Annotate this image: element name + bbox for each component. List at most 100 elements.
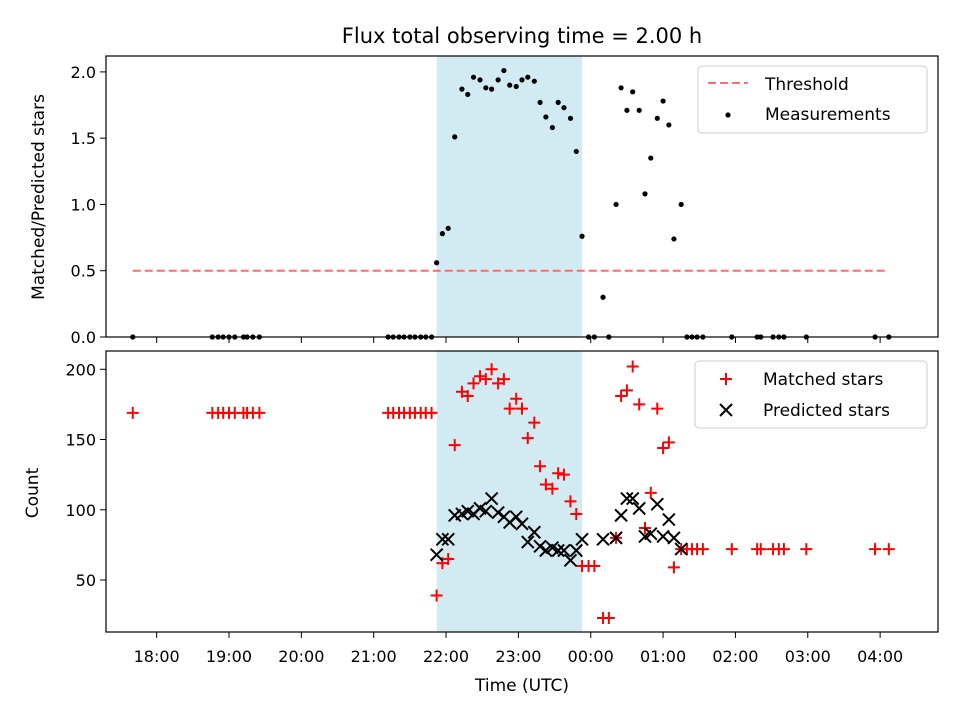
measurement-point — [573, 148, 579, 155]
bottom-legend: Matched stars Predicted stars — [694, 360, 928, 429]
matched-star-point — [725, 543, 738, 556]
matched-star-point — [448, 439, 461, 452]
measurement-point — [537, 99, 543, 105]
matched-star-point — [633, 398, 646, 411]
matched-star-point — [534, 460, 547, 473]
bottom-ytick-label: 200 — [65, 360, 96, 379]
bottom-xtick-label: 21:00 — [351, 647, 397, 666]
predicted-star-point — [656, 529, 670, 544]
top-panel: 0.00.51.01.52.0 Matched/Predicted stars … — [29, 55, 939, 347]
matched-star-point — [461, 389, 474, 402]
matched-star-point — [479, 373, 492, 386]
bottom-legend-frame — [694, 360, 928, 429]
matched-star-point — [657, 441, 670, 454]
bottom-ylabel: Count — [23, 467, 43, 518]
predicted-star-point — [479, 504, 493, 518]
matched-star-point — [620, 384, 633, 397]
matched-star-point — [882, 543, 895, 556]
top-ytick-label: 1.0 — [71, 195, 96, 214]
measurement-point — [613, 201, 619, 208]
matched-star-point — [485, 363, 498, 376]
bottom-panel: 50 100 150 200 18:00 19:00 20:00 21:00 22:00 23:… — [23, 350, 939, 696]
predicted-star-point — [596, 532, 610, 546]
matched-star-point — [528, 416, 541, 429]
measurement-point — [531, 78, 537, 84]
top-axes-frame — [105, 55, 939, 338]
measurement-point — [439, 231, 446, 237]
bottom-xtick-label: 01:00 — [640, 647, 686, 666]
measurement-point — [654, 115, 660, 121]
matched-star-point — [615, 389, 628, 402]
measurement-point — [459, 86, 465, 92]
predicted-star-point — [563, 553, 578, 568]
bottom-axes-frame — [105, 350, 939, 633]
predicted-star-point — [674, 542, 688, 556]
matched-star-point — [253, 406, 266, 419]
bottom-xtick-label: 00:00 — [568, 647, 614, 666]
measurement-point — [678, 201, 684, 208]
matched-star-point — [626, 360, 639, 373]
figure-title: Flux total observing time = 2.00 h — [342, 24, 702, 48]
matched-star-point — [497, 373, 510, 386]
matched-star-point — [602, 611, 615, 624]
matched-star-point — [552, 467, 565, 480]
predicted-star-point — [429, 548, 444, 562]
measurement-point — [470, 74, 477, 80]
bottom-ytick-label: 150 — [65, 431, 96, 450]
bottom-xtick-label: 03:00 — [785, 647, 831, 666]
measurement-point — [600, 294, 606, 300]
predicted-star-point — [575, 532, 589, 546]
matched-star-point — [467, 377, 480, 390]
measurement-point — [483, 85, 489, 91]
measurement-point — [549, 124, 555, 131]
top-ytick-label: 0.5 — [71, 262, 96, 281]
predicted-star-point — [484, 491, 499, 506]
legend-matched-swatch — [720, 373, 732, 385]
measurement-point — [452, 134, 458, 140]
measurement-point — [618, 85, 624, 91]
measurement-point — [561, 105, 567, 111]
matched-star-point — [516, 402, 528, 415]
predicted-star-point — [533, 539, 547, 554]
measurement-point — [648, 155, 654, 161]
matched-star-point — [503, 402, 516, 415]
legend-measurements-label: Measurements — [765, 105, 891, 125]
predicted-star-point — [521, 535, 535, 549]
bottom-xtick-label: 20:00 — [278, 647, 324, 666]
matched-star-point — [430, 589, 443, 602]
matched-star-point — [644, 486, 657, 499]
bottom-xtick-label: 18:00 — [134, 647, 180, 666]
matched-star-point — [777, 543, 790, 556]
top-ytick-label: 0.0 — [71, 328, 96, 347]
predicted-star-point — [515, 517, 529, 531]
top-ytick-label: 2.0 — [71, 63, 96, 82]
top-shaded-region — [436, 56, 583, 337]
predicted-star-point — [569, 543, 583, 558]
measurement-point — [636, 107, 642, 113]
bottom-xtick-label: 22:00 — [423, 647, 469, 666]
matched-star-point — [588, 559, 601, 572]
predicted-star-point — [491, 505, 505, 520]
top-yticks: 0.0 0.5 1.0 1.5 2.0 — [71, 63, 106, 347]
predicted-star-point — [614, 508, 628, 523]
matched-star-point — [442, 552, 455, 565]
bottom-xtick-label: 02:00 — [712, 647, 758, 666]
measurement-point — [630, 89, 636, 95]
bottom-xlabel: Time (UTC) — [474, 676, 569, 696]
predicted-star-point — [620, 491, 634, 506]
measurement-point — [495, 77, 501, 83]
measurement-point — [642, 191, 648, 197]
bottom-xtick-label: 23:00 — [495, 647, 541, 666]
predicted-star-point — [650, 497, 664, 511]
measurement-point — [489, 86, 495, 92]
matched-star-point — [557, 468, 570, 481]
measurement-point — [525, 74, 531, 80]
bottom-yticks: 50 100 150 200 — [65, 360, 106, 590]
measurement-point — [501, 67, 507, 74]
measurement-point — [445, 225, 451, 231]
bottom-ytick-label: 50 — [76, 571, 96, 590]
measurement-point — [519, 77, 525, 83]
predicted-star-point — [435, 532, 450, 546]
matched-star-point — [546, 482, 559, 495]
matched-star-point — [667, 561, 680, 574]
